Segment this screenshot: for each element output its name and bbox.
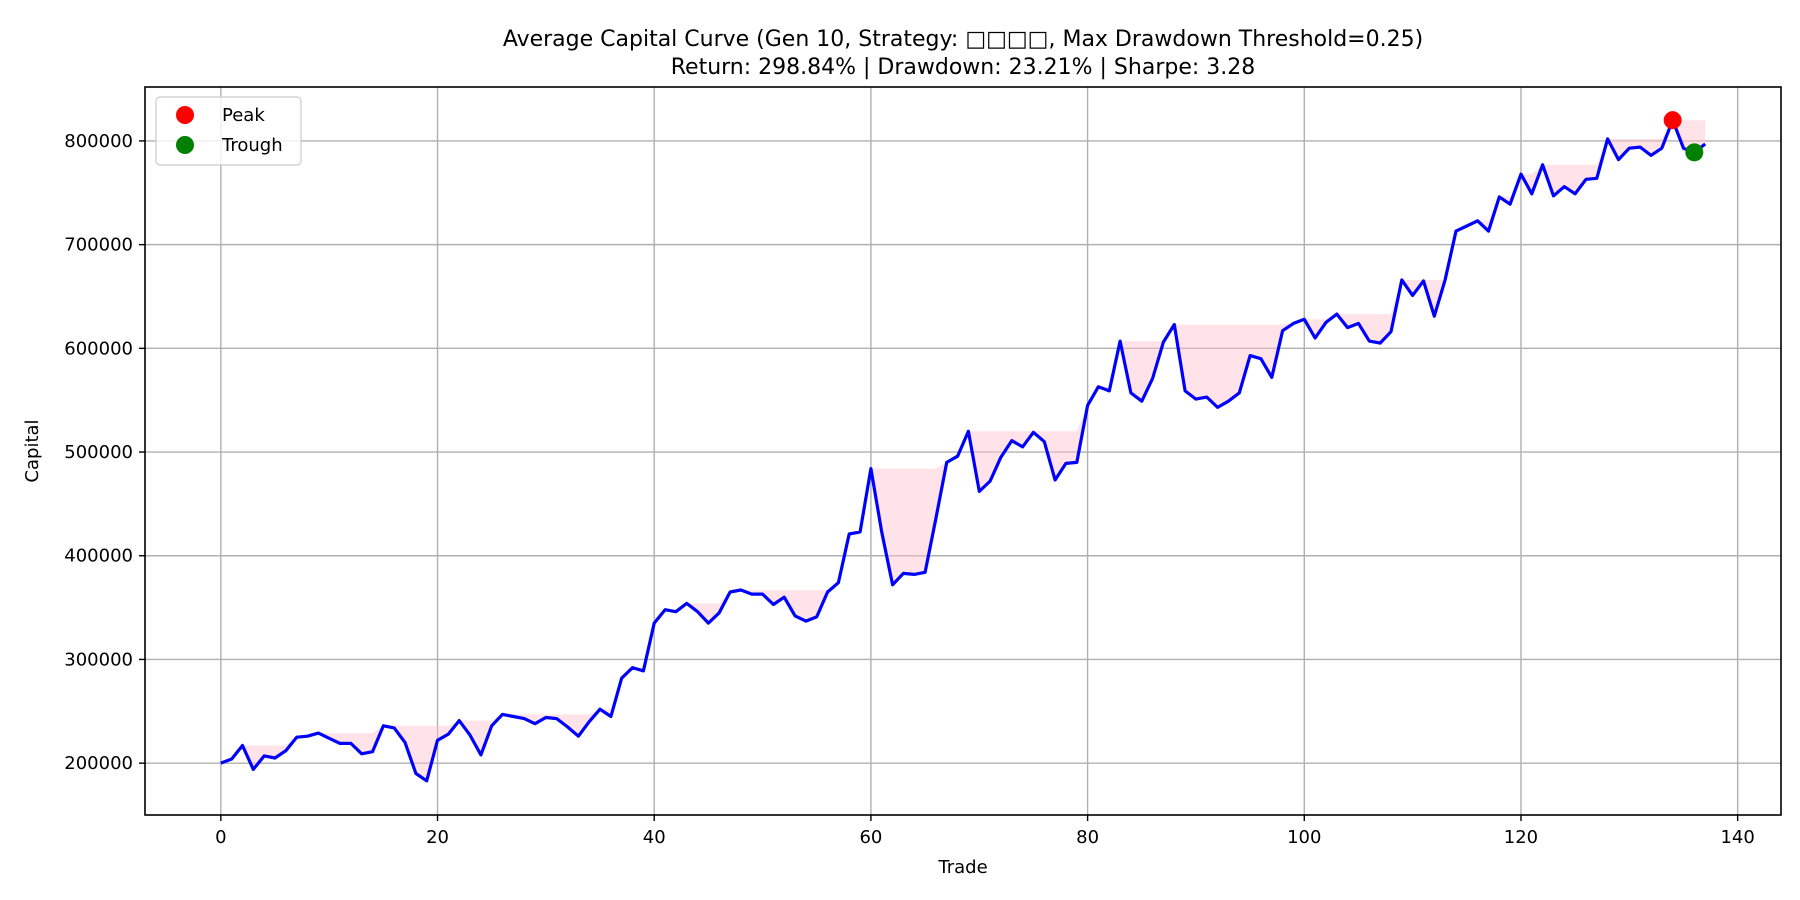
capital-line xyxy=(220,118,1707,783)
axes-ticks: 0 20 40 60 80 100 120 140 200000 300000 400000 5000… xyxy=(64,131,1755,848)
y-tick-label: 500000 xyxy=(64,442,133,463)
legend-trough-label: Trough xyxy=(221,135,283,156)
x-tick-label: 120 xyxy=(1504,827,1538,848)
chart-title: Average Capital Curve (Gen 10, Strategy:… xyxy=(503,27,1423,52)
x-tick-label: 20 xyxy=(426,827,449,848)
chart-subtitle: Return: 298.84% | Drawdown: 23.21% | Sha… xyxy=(671,55,1256,80)
x-tick-label: 60 xyxy=(859,827,882,848)
y-axis-label: Capital xyxy=(22,419,43,482)
drawdown-fill xyxy=(220,120,1706,781)
drawdown-fill-group xyxy=(220,120,1706,781)
x-tick-label: 100 xyxy=(1287,827,1321,848)
legend-peak-label: Peak xyxy=(222,105,265,126)
y-tick-label: 600000 xyxy=(64,338,133,359)
y-tick-label: 400000 xyxy=(64,546,133,567)
plot-frame xyxy=(144,86,1782,816)
y-tick-label: 300000 xyxy=(64,649,133,670)
x-tick-label: 140 xyxy=(1720,827,1754,848)
capital-series-group xyxy=(220,118,1707,783)
x-axis-label: Trade xyxy=(937,857,987,878)
y-tick-label: 800000 xyxy=(64,131,133,152)
trough-marker xyxy=(1685,143,1704,162)
grid xyxy=(145,87,1781,815)
legend-peak-marker xyxy=(176,106,194,124)
x-tick-label: 0 xyxy=(215,827,226,848)
y-tick-label: 200000 xyxy=(64,753,133,774)
x-tick-label: 80 xyxy=(1076,827,1099,848)
y-tick-label: 700000 xyxy=(64,235,133,256)
extremum-markers xyxy=(1663,111,1704,162)
x-tick-label: 40 xyxy=(643,827,666,848)
peak-marker xyxy=(1663,111,1682,130)
legend: Peak Trough xyxy=(155,96,302,166)
legend-trough-marker xyxy=(176,136,194,154)
